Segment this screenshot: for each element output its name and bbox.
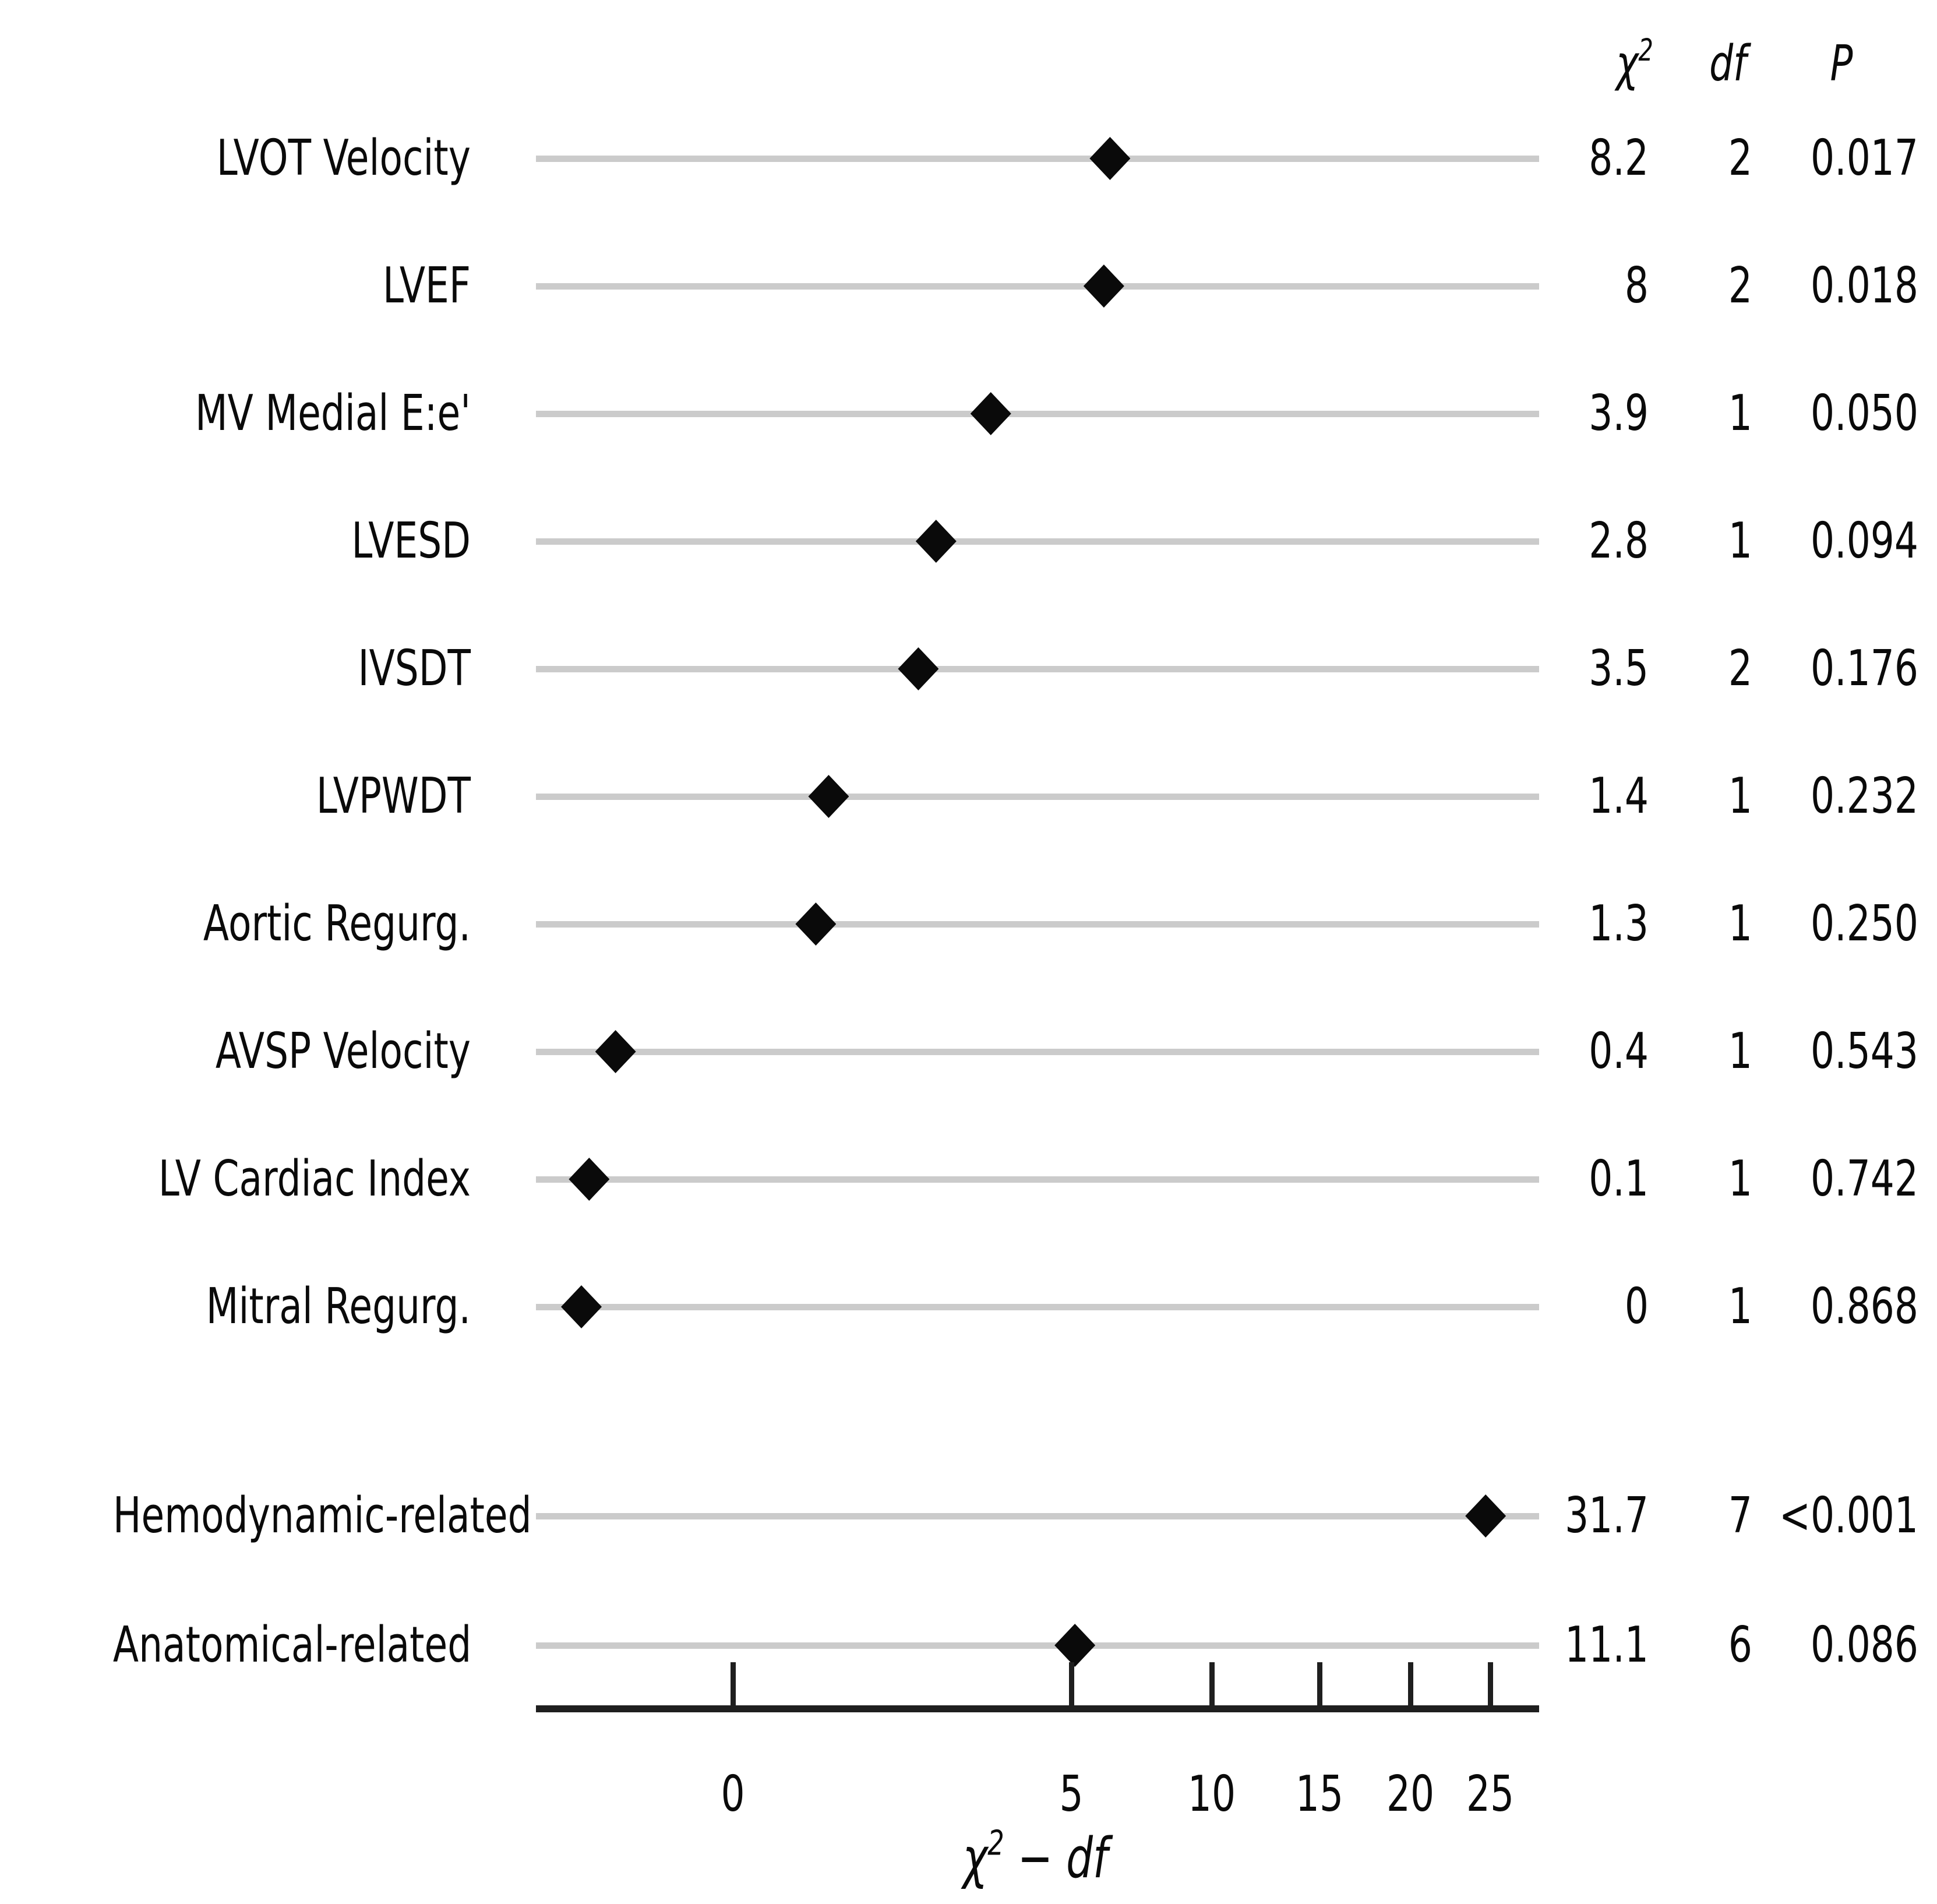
p-value: 0.232 [1811,767,1918,825]
row-label: LVEF [382,257,471,315]
df-value: 7 [1728,1487,1752,1545]
x-axis-tick [1069,1662,1075,1709]
x-axis-tick-label: 25 [1466,1765,1515,1823]
df-value: 1 [1728,512,1752,570]
chi-square-value: 1.3 [1589,895,1649,953]
chi-square-value: 31.7 [1565,1487,1649,1545]
row-line [536,1513,1539,1519]
chi-square-value: 3.5 [1589,640,1649,697]
diamond-marker [569,1158,610,1201]
row-label: LVOT Velocity [216,129,471,187]
diamond-marker [1083,265,1124,308]
row-line [536,411,1539,417]
p-value: 0.742 [1811,1150,1918,1208]
df-value: 1 [1728,895,1752,953]
df-value: 2 [1728,640,1752,697]
diamond-marker [1089,137,1131,180]
p-value: 0.018 [1811,257,1918,315]
df-value: 1 [1728,1150,1752,1208]
x-axis-tick [1407,1662,1413,1709]
p-value: 0.250 [1811,895,1918,953]
diamond-marker [970,392,1011,435]
chi-square-value: 0 [1624,1278,1649,1335]
diamond-marker [915,520,957,563]
x-axis-tick [731,1662,736,1709]
chi-square-value: 0.1 [1589,1150,1649,1208]
column-header-p: P [1830,35,1853,93]
df-value: 1 [1728,767,1752,825]
p-value: 0.543 [1811,1022,1918,1080]
p-value: 0.017 [1811,129,1918,187]
diamond-marker [1054,1624,1096,1667]
row-line [536,794,1539,800]
p-value: <0.001 [1779,1487,1918,1545]
diamond-marker [795,902,837,946]
x-axis-tick-label: 20 [1386,1765,1434,1823]
df-value: 2 [1728,129,1752,187]
x-axis-tick [1317,1662,1322,1709]
x-axis-tick-label: 5 [1059,1765,1084,1823]
row-label: LVESD [351,512,471,570]
chi-square-value: 1.4 [1589,767,1649,825]
row-label: LV Cardiac Index [158,1150,471,1208]
x-axis-line [536,1705,1539,1712]
p-value: 0.868 [1811,1278,1918,1335]
diamond-marker [898,647,939,690]
chi-square-value: 2.8 [1589,512,1649,570]
x-axis-tick-label: 0 [721,1765,745,1823]
chi-symbol: χ [1616,35,1639,93]
row-label: MV Medial E:e' [195,385,471,442]
chi-square-value: 3.9 [1589,385,1649,442]
df-value: 1 [1728,385,1752,442]
row-label: Aortic Regurg. [203,895,471,953]
row-label: Mitral Regurg. [206,1278,471,1335]
p-value: 0.086 [1811,1616,1918,1674]
x-axis-tick-label: 10 [1188,1765,1236,1823]
diamond-marker [595,1030,636,1073]
x-axis-title-rest: − df [1004,1827,1108,1891]
chi-square-value: 8 [1624,257,1649,315]
p-value: 0.050 [1811,385,1918,442]
row-line [536,538,1539,545]
row-line [536,1642,1539,1649]
df-value: 6 [1728,1616,1752,1674]
column-header-chi-square: χ2 [1616,29,1653,99]
row-line [536,1176,1539,1183]
diamond-marker [808,775,849,818]
row-label-group: Anatomical-related [112,1616,472,1674]
df-value: 2 [1728,257,1752,315]
row-label-group: Hemodynamic-related [112,1487,532,1545]
x-axis-title: χ2 − df [963,1821,1108,1896]
diamond-marker [1465,1494,1506,1538]
chi-square-value: 0.4 [1589,1022,1649,1080]
p-value: 0.094 [1811,512,1918,570]
row-line [536,1304,1539,1310]
chi-square-value: 11.1 [1565,1616,1649,1674]
row-label: LVPWDT [316,767,471,825]
row-label: AVSP Velocity [215,1022,471,1080]
row-line [536,666,1539,672]
p-value: 0.176 [1811,640,1918,697]
chi-square-value: 8.2 [1589,129,1649,187]
x-axis-tick [1488,1662,1493,1709]
df-value: 1 [1728,1278,1752,1335]
row-line [536,283,1539,290]
chi-superscript: 2 [987,1822,1004,1863]
diamond-marker [561,1285,602,1328]
column-header-df: df [1709,35,1747,93]
x-axis-tick [1209,1662,1215,1709]
row-line [536,921,1539,928]
chi-superscript: 2 [1638,32,1653,68]
x-axis-tick-label: 15 [1295,1765,1344,1823]
df-value: 1 [1728,1022,1752,1080]
row-label: IVSDT [358,640,471,697]
row-line [536,156,1539,162]
row-line [536,1049,1539,1055]
chi-symbol: χ [962,1827,988,1891]
